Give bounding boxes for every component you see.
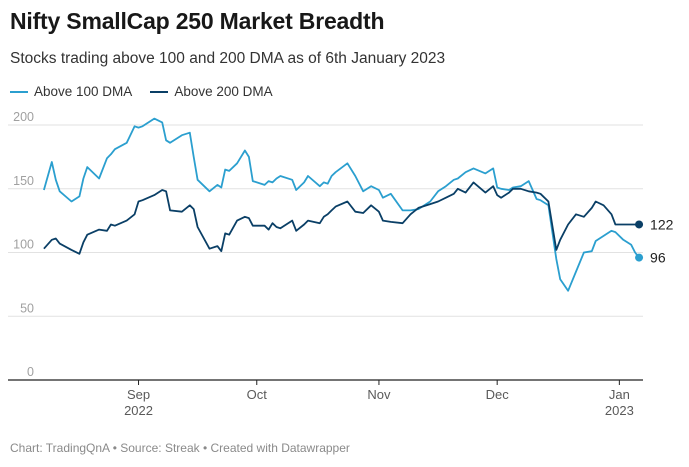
series-line-above-200 (43, 181, 640, 255)
chart-subtitle: Stocks trading above 100 and 200 DMA as … (10, 50, 446, 67)
y-tick-label-50: 50 (20, 301, 34, 315)
x-tick-label-jan: Jan (609, 387, 630, 402)
series-endpoint-above-200 (635, 220, 644, 229)
series-endpoint-above-100 (635, 253, 644, 262)
x-tick-label-sep: Sep (127, 387, 150, 402)
y-tick-label-0: 0 (27, 365, 34, 379)
x-tick-label-oct: Oct (247, 387, 268, 402)
chart-footer: Chart: TradingQnA • Source: Streak • Cre… (10, 441, 350, 455)
series-end-label-above-200: 122 (650, 216, 674, 232)
chart-title: Nifty SmallCap 250 Market Breadth (10, 8, 385, 34)
y-tick-label-100: 100 (13, 238, 34, 252)
series-line-above-100 (43, 117, 640, 292)
legend-item-above-200: Above 200 DMA (150, 84, 273, 99)
y-tick-label-150: 150 (13, 174, 34, 188)
legend-label-above-200: Above 200 DMA (174, 84, 273, 99)
x-tick-label-nov: Nov (367, 387, 391, 402)
legend-swatch-above-200 (150, 90, 169, 93)
legend-item-above-100: Above 100 DMA (10, 84, 132, 99)
x-tick-label-dec: Dec (486, 387, 510, 402)
legend: Above 100 DMA Above 200 DMA (10, 84, 291, 99)
legend-label-above-100: Above 100 DMA (34, 84, 133, 99)
y-tick-label-200: 200 (13, 110, 34, 124)
legend-swatch-above-100 (10, 90, 28, 93)
series-end-label-above-100: 96 (650, 250, 666, 266)
x-tick-sublabel-2023: 2023 (605, 403, 634, 418)
x-tick-sublabel-2022: 2022 (124, 403, 153, 418)
